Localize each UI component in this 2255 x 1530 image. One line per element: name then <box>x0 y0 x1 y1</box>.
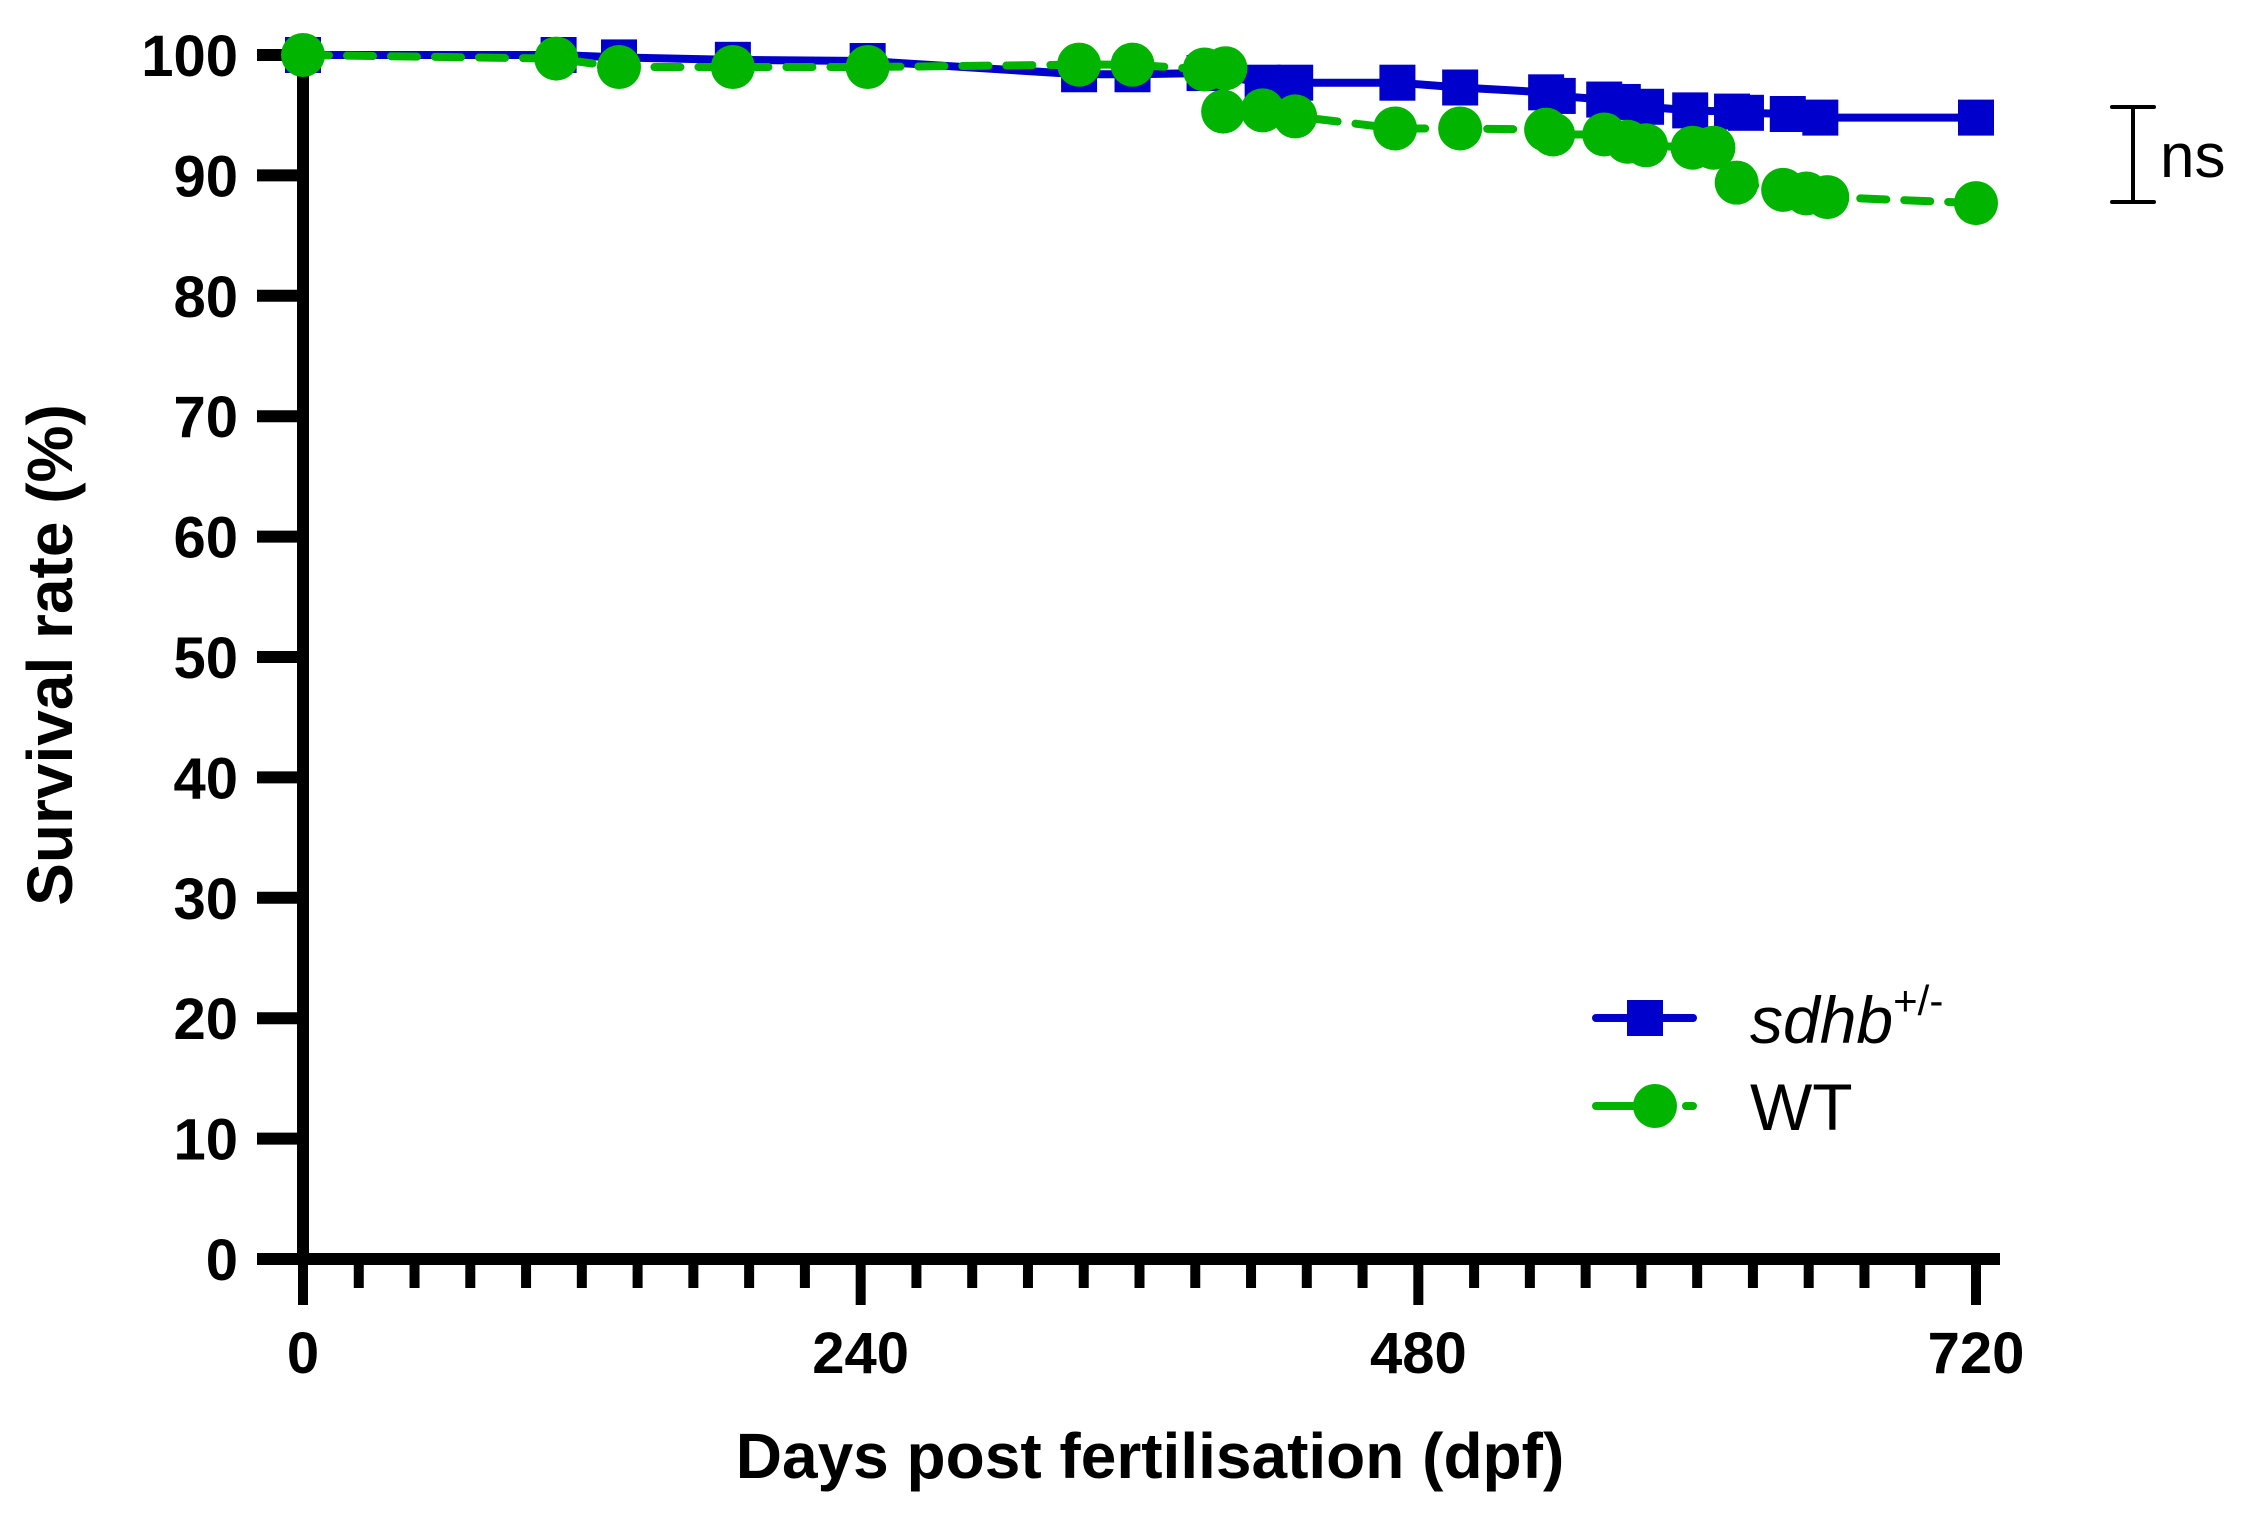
data-point-square <box>1958 99 1994 136</box>
y-tick-label: 80 <box>173 265 238 330</box>
y-tick-label: 0 <box>206 1228 238 1293</box>
y-tick-label: 100 <box>141 24 238 89</box>
data-point-circle <box>1954 181 1998 226</box>
data-point-circle <box>1273 94 1318 139</box>
y-tick-label: 40 <box>173 746 238 811</box>
y-tick-label: 20 <box>173 987 238 1052</box>
series-layer <box>281 33 1998 226</box>
data-point-square <box>1802 99 1839 136</box>
data-point-circle <box>1714 160 1759 205</box>
x-ticks: 0 240 480 720 <box>287 1259 2025 1386</box>
data-point-circle <box>534 36 579 81</box>
y-ticks: 0 10 20 30 40 50 60 70 80 90 100 <box>141 24 303 1293</box>
data-point-circle <box>1203 46 1248 91</box>
data-point-circle <box>1240 88 1285 133</box>
y-tick-label: 30 <box>173 867 238 932</box>
legend-label-sdhb: sdhb+/- <box>1750 977 1943 1057</box>
legend: sdhb+/- WT <box>1592 977 1943 1144</box>
x-tick-label: 480 <box>1370 1321 1467 1386</box>
x-axis-title: Days post fertilisation (dpf) <box>736 1420 1565 1492</box>
axes: 0 10 20 30 40 50 60 70 80 90 100 0 240 480 720 <box>141 24 2024 1386</box>
legend-marker-square <box>1627 1000 1663 1036</box>
data-point-circle <box>1201 89 1246 134</box>
data-point-circle <box>1057 42 1102 87</box>
data-point-circle <box>710 45 755 90</box>
data-point-square <box>1442 69 1479 106</box>
y-tick-label: 60 <box>173 506 238 571</box>
data-point-square <box>1769 95 1806 132</box>
legend-item-sdhb: sdhb+/- <box>1592 977 1943 1057</box>
x-tick-label: 720 <box>1928 1321 2025 1386</box>
legend-label-sdhb-name: sdhb <box>1750 983 1893 1057</box>
y-tick-label: 70 <box>173 385 238 450</box>
y-tick-label: 90 <box>173 144 238 209</box>
data-point-circle <box>597 45 642 90</box>
significance-label: ns <box>2160 122 2225 191</box>
legend-marker-circle <box>1633 1084 1677 1128</box>
data-point-circle <box>1373 106 1418 151</box>
x-tick-label: 240 <box>812 1321 909 1386</box>
data-point-circle <box>1531 112 1576 157</box>
x-tick-label: 0 <box>287 1321 319 1386</box>
y-axis-title: Survival rate (%) <box>14 404 86 906</box>
significance-annotation: ns <box>2110 105 2225 204</box>
y-tick-label: 50 <box>173 626 238 691</box>
data-point-circle <box>1110 42 1155 87</box>
data-point-circle <box>1624 123 1669 168</box>
y-tick-label: 10 <box>173 1108 238 1173</box>
data-point-square <box>1628 88 1665 125</box>
data-point-circle <box>1691 125 1736 170</box>
data-point-circle <box>845 45 890 90</box>
series-wt <box>281 33 1998 226</box>
data-point-square <box>1727 94 1764 131</box>
data-point-circle <box>1438 106 1483 151</box>
legend-item-wt: WT <box>1592 1070 1853 1144</box>
data-point-circle <box>281 33 325 77</box>
data-point-square <box>1672 92 1709 129</box>
data-point-circle <box>1805 175 1850 220</box>
legend-label-wt: WT <box>1750 1070 1853 1144</box>
legend-label-sdhb-superscript: +/- <box>1893 977 1943 1024</box>
data-point-square <box>1379 64 1416 101</box>
